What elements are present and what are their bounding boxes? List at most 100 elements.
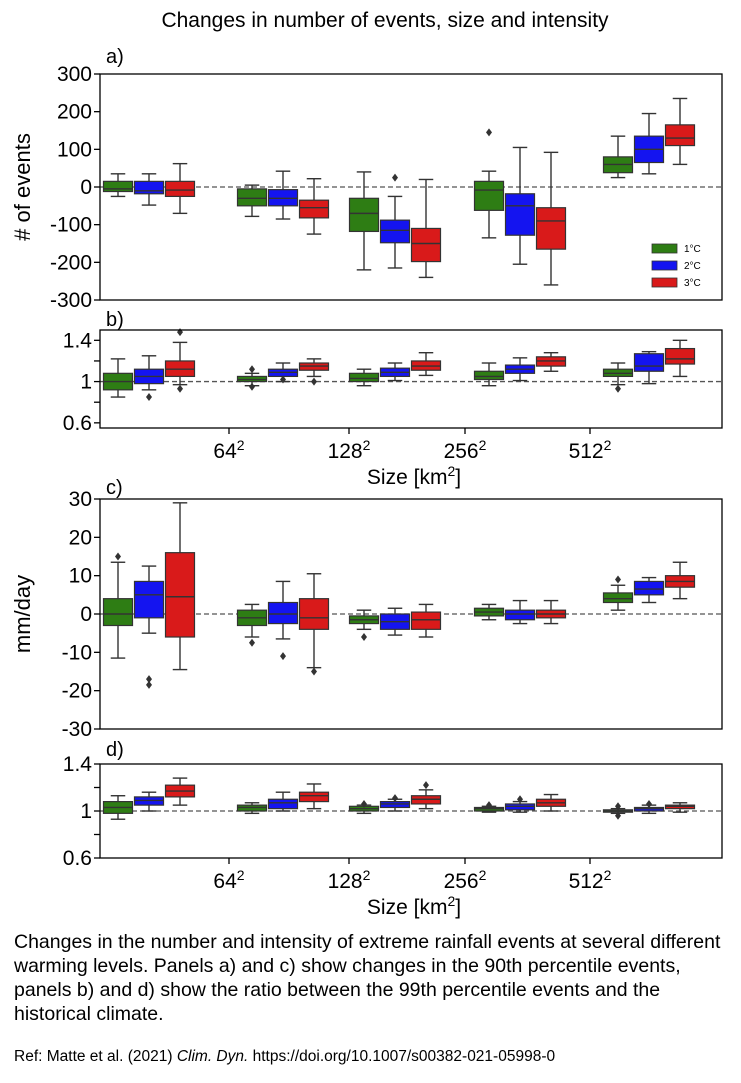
y-tick-label: -300	[50, 289, 92, 312]
y-tick-label: 1.4	[63, 753, 93, 776]
panel-label: d)	[106, 739, 124, 761]
outlier-marker	[486, 801, 492, 810]
box-2c-group-2	[379, 607, 411, 636]
box-body	[504, 193, 536, 236]
outlier-marker	[646, 799, 652, 808]
x-tick-label: 5122	[569, 867, 612, 893]
box-3c-group-1	[298, 178, 330, 235]
outlier-marker	[615, 811, 621, 820]
box-3c-group-0	[164, 777, 196, 806]
box-2c-group-4	[633, 350, 665, 385]
box-1c-group-3	[473, 128, 505, 239]
box-body	[602, 592, 634, 604]
box-3c-group-3	[535, 793, 567, 812]
figure-caption: Changes in the number and intensity of e…	[14, 931, 721, 1025]
box-2c-group-4	[633, 576, 665, 604]
legend-entry-label: 3°C	[684, 278, 701, 289]
outlier-marker	[115, 552, 121, 561]
box-2c-group-3	[504, 357, 536, 382]
x-tick-label: 2562	[444, 867, 487, 893]
box-2c-group-2	[379, 173, 411, 269]
y-tick-label: -20	[62, 680, 92, 703]
outlier-marker	[280, 375, 286, 384]
outlier-marker	[177, 384, 183, 393]
box-body	[379, 219, 411, 244]
box-1c-group-4	[602, 362, 634, 393]
y-tick-label: -200	[50, 251, 92, 274]
box-2c-group-4	[633, 112, 665, 175]
legend-swatch	[651, 243, 678, 254]
box-2c-group-0	[133, 355, 165, 402]
box-body	[473, 180, 505, 211]
outlier-marker	[361, 799, 367, 808]
outlier-marker	[615, 575, 621, 584]
box-body	[298, 199, 330, 219]
box-1c-group-2	[348, 368, 380, 387]
box-2c-group-1	[267, 170, 299, 220]
outlier-marker	[249, 638, 255, 647]
box-2c-group-0	[133, 791, 165, 812]
box-2c-group-3	[504, 146, 536, 265]
box-body	[298, 598, 330, 630]
y-tick-label: 1	[80, 800, 92, 823]
outlier-marker	[517, 795, 523, 804]
x-tick-label: 1282	[328, 437, 371, 463]
x-tick-label: 642	[213, 867, 244, 893]
box-2c-group-3	[504, 599, 536, 625]
box-body	[633, 580, 665, 596]
y-tick-label: 1	[80, 371, 92, 394]
reference-journal: Clim. Dyn.	[176, 1048, 249, 1065]
outlier-marker	[361, 633, 367, 641]
box-body	[236, 188, 268, 207]
box-1c-group-1	[236, 365, 268, 391]
box-3c-group-2	[410, 781, 442, 810]
y-tick-label: -100	[50, 214, 92, 237]
box-1c-group-4	[602, 575, 634, 611]
box-3c-group-4	[664, 97, 696, 166]
reference-authors: Ref: Matte et al. (2021)	[14, 1048, 177, 1065]
y-tick-label: -30	[62, 718, 92, 741]
box-1c-group-1	[236, 184, 268, 218]
box-body	[664, 347, 696, 365]
box-body	[410, 227, 442, 263]
box-body	[348, 372, 380, 383]
panel-d: 0.6 1 1.4 d) 642 1282 2562 5122 Size [km2]	[63, 739, 723, 919]
box-2c-group-0	[133, 173, 165, 206]
box-1c-group-0	[102, 552, 134, 659]
box-body	[267, 601, 299, 625]
legend: 1°C 2°C 3°C	[651, 243, 701, 289]
box-body	[535, 207, 567, 250]
box-body	[164, 180, 196, 198]
figure-canvas: Changes in number of events, size and in…	[10, 9, 723, 919]
box-body	[348, 197, 380, 233]
box-body	[473, 370, 505, 381]
y-tick-label: 0	[80, 603, 92, 626]
y-tick-label: 0.6	[63, 412, 92, 435]
box-body	[102, 180, 134, 193]
box-2c-group-0	[133, 565, 165, 689]
y-axis-label: mm/day	[10, 575, 35, 653]
y-tick-label: 30	[69, 488, 92, 511]
reference-doi: https://doi.org/10.1007/s00382-021-05998…	[248, 1048, 556, 1065]
box-2c-group-2	[379, 362, 411, 382]
box-1c-group-4	[602, 135, 634, 179]
box-1c-group-3	[473, 801, 505, 813]
plot-frame	[99, 329, 723, 429]
box-3c-group-4	[664, 561, 696, 600]
box-2c-group-3	[504, 795, 536, 813]
y-tick-label: 100	[57, 138, 92, 161]
box-2c-group-2	[379, 794, 411, 812]
box-3c-group-0	[164, 328, 196, 393]
box-2c-group-1	[267, 362, 299, 384]
box-1c-group-2	[348, 799, 380, 815]
y-tick-label: 200	[57, 101, 92, 124]
box-3c-group-3	[535, 151, 567, 286]
x-tick-label: 2562	[444, 437, 487, 463]
box-1c-group-1	[236, 802, 268, 815]
outlier-marker	[146, 680, 152, 689]
box-body	[133, 580, 165, 619]
outlier-marker	[392, 173, 398, 182]
outlier-marker	[423, 781, 429, 790]
legend-entry-label: 1°C	[684, 244, 701, 255]
y-tick-label: 20	[69, 526, 92, 549]
